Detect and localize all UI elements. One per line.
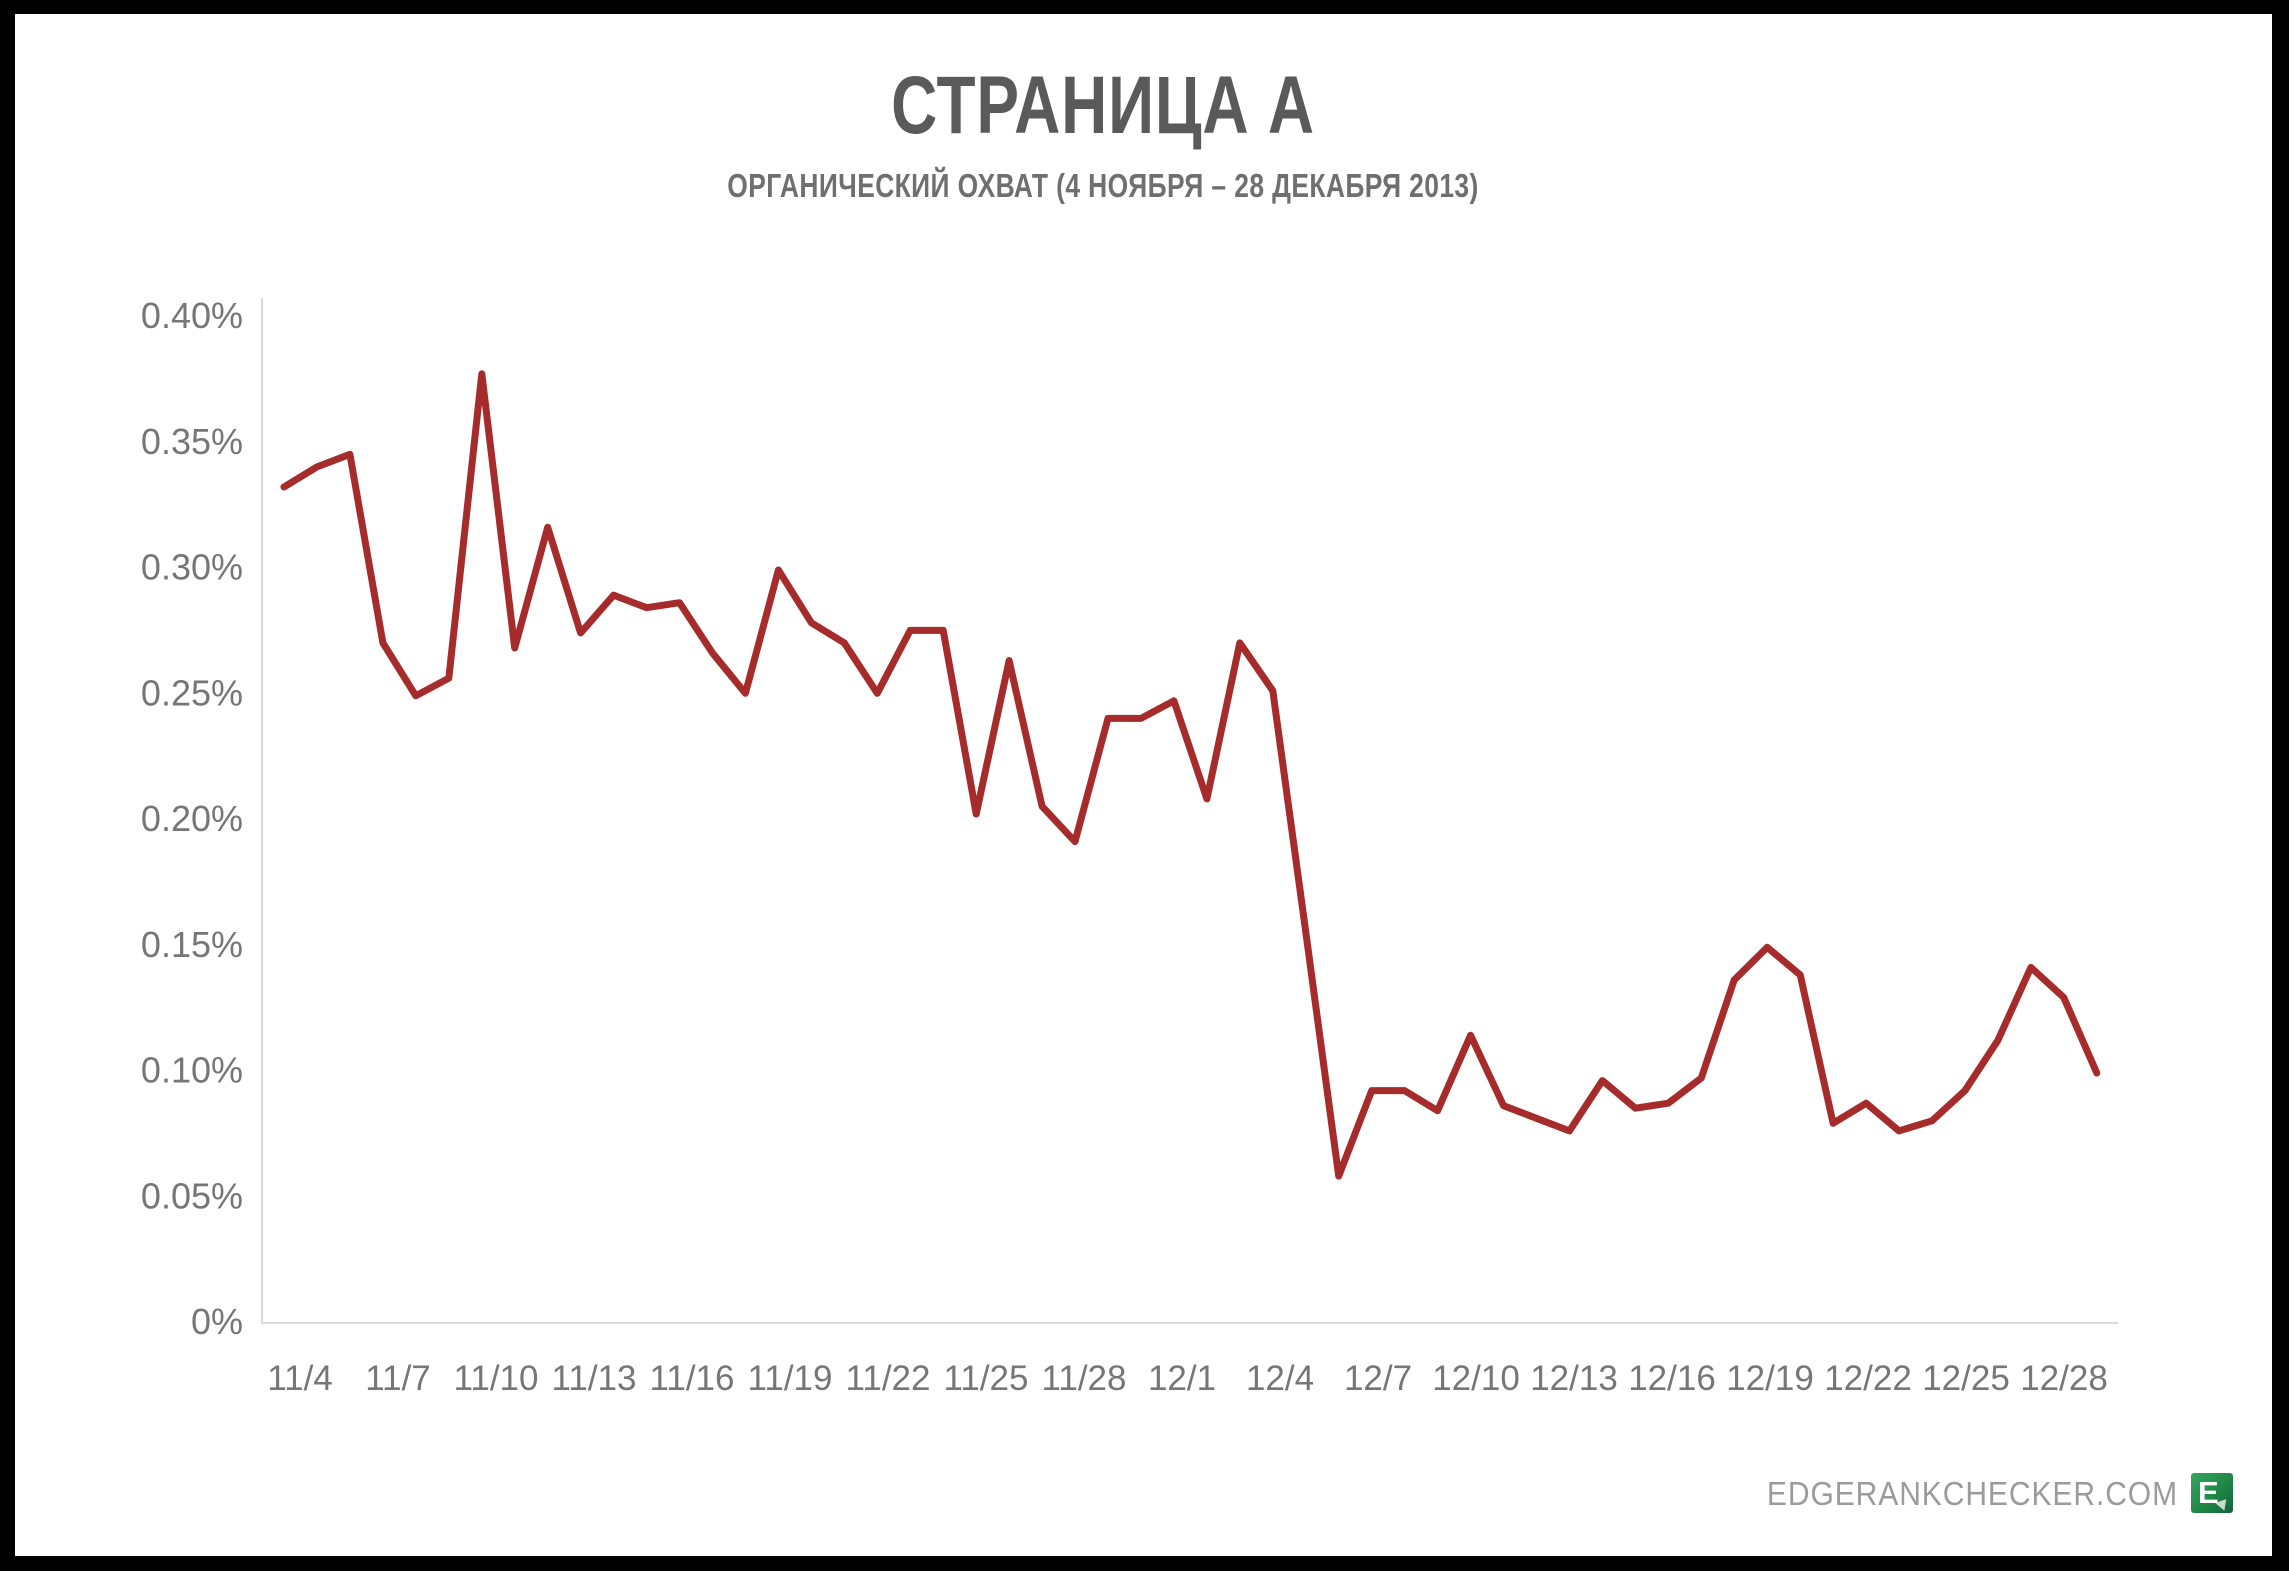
footer-site-label: EDGERANKCHECKER.COM bbox=[1766, 1475, 2178, 1512]
x-axis-tick-label: 12/13 bbox=[1530, 1359, 1618, 1398]
x-axis-tick-label: 12/19 bbox=[1726, 1359, 1814, 1398]
organic-reach-series-line bbox=[280, 370, 2101, 1180]
x-axis-tick-label: 12/22 bbox=[1824, 1359, 1912, 1398]
logo-letter: E bbox=[2198, 1475, 2219, 1510]
x-axis-tick-label: 12/28 bbox=[2020, 1359, 2108, 1398]
y-axis-tick-label: 0.35% bbox=[141, 421, 243, 462]
y-axis-tick-label: 0.20% bbox=[141, 798, 243, 839]
y-axis-tick-label: 0.25% bbox=[141, 672, 243, 713]
y-axis-tick-label: 0.30% bbox=[141, 547, 243, 588]
x-axis-tick-label: 11/4 bbox=[267, 1359, 333, 1398]
x-axis-tick-label: 11/28 bbox=[1042, 1359, 1127, 1398]
x-axis-tick-label: 11/25 bbox=[944, 1359, 1029, 1398]
x-axis-tick-label: 12/1 bbox=[1148, 1359, 1216, 1398]
y-axis-tick-label: 0.05% bbox=[141, 1175, 243, 1216]
x-axis-tick-label: 12/7 bbox=[1344, 1359, 1412, 1398]
x-axis-tick-label: 11/7 bbox=[365, 1359, 431, 1398]
x-axis-tick-label: 11/19 bbox=[748, 1359, 833, 1398]
axis-lines bbox=[261, 298, 2118, 1324]
x-axis-tick-label: 12/4 bbox=[1246, 1359, 1314, 1398]
page-subtitle: ОРГАНИЧЕСКИЙ ОХВАТ (4 НОЯБРЯ – 28 ДЕКАБР… bbox=[727, 167, 1479, 204]
y-axis-tick-label: 0% bbox=[191, 1301, 243, 1342]
x-axis-tick-label: 12/25 bbox=[1922, 1359, 2010, 1398]
x-axis-tick-label: 11/22 bbox=[846, 1359, 931, 1398]
y-axis-tick-label: 0.40% bbox=[141, 295, 243, 336]
x-axis-tick-label: 11/16 bbox=[650, 1359, 735, 1398]
y-axis-tick-label: 0.15% bbox=[141, 924, 243, 965]
x-axis-tick-label: 11/10 bbox=[454, 1359, 539, 1398]
x-axis-tick-label: 12/10 bbox=[1432, 1359, 1520, 1398]
page-title: СТРАНИЦА А bbox=[891, 60, 1315, 151]
x-axis-tick-label: 11/13 bbox=[552, 1359, 637, 1398]
y-axis-tick-label: 0.10% bbox=[141, 1050, 243, 1091]
edgerankchecker-logo: E bbox=[2191, 1473, 2233, 1513]
x-axis-tick-label: 12/16 bbox=[1628, 1359, 1716, 1398]
